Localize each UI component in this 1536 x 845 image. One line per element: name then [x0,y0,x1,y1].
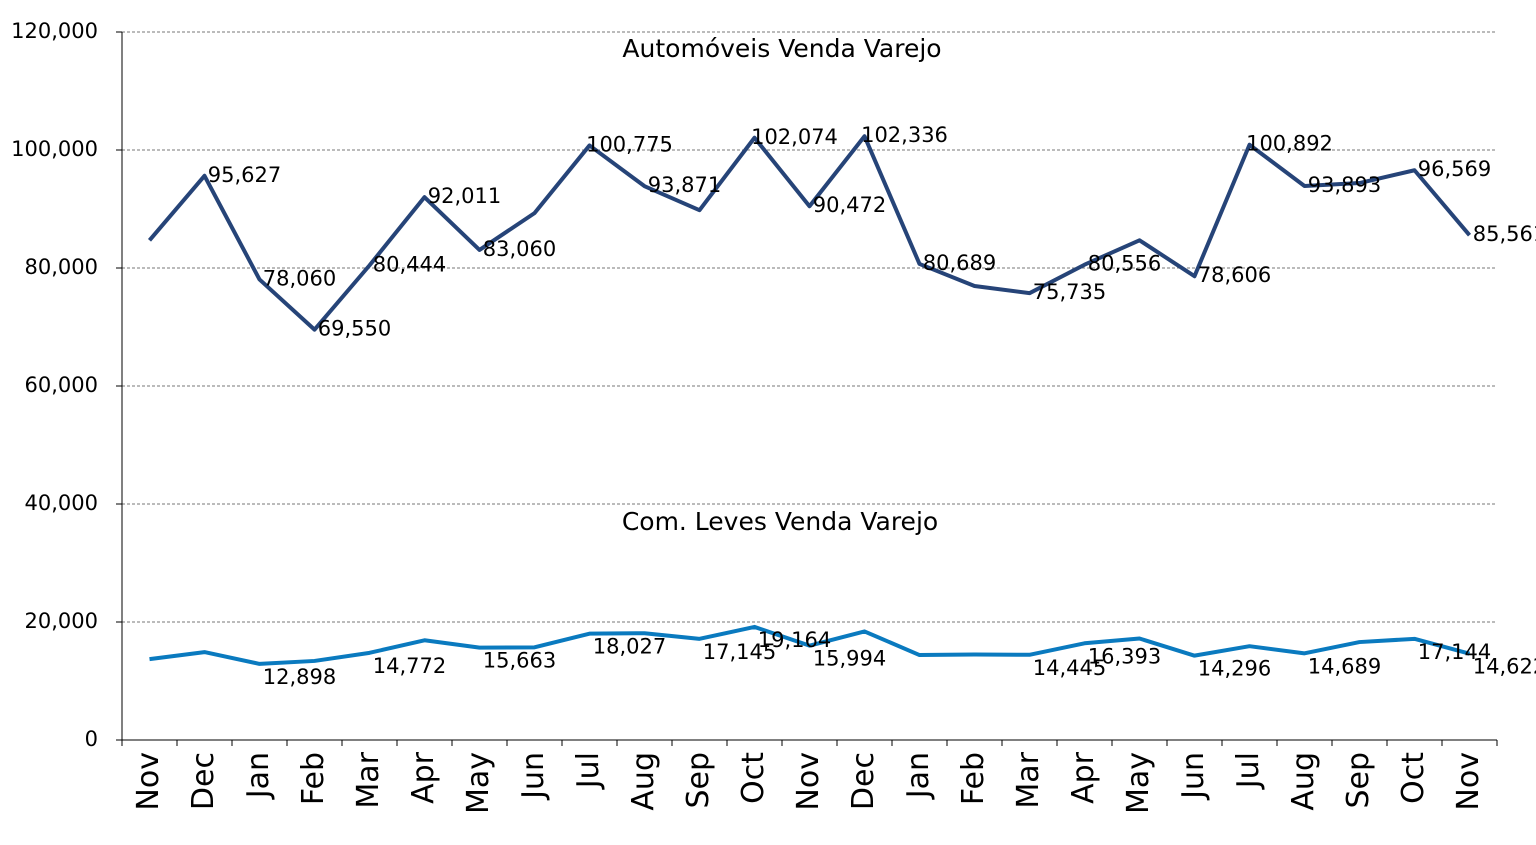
data-label: 14,772 [373,654,446,678]
data-label: 17,144 [1418,640,1491,664]
data-label: 75,735 [1033,280,1106,304]
x-tick-label: Jun [516,752,551,801]
x-tick-label: Apr [406,751,441,804]
x-tick-label: Jun [1176,752,1211,801]
data-label: 80,444 [373,252,446,276]
line-series [147,134,1472,332]
y-tick-label: 0 [85,727,98,751]
data-label: 15,994 [813,647,886,671]
data-label: 80,689 [923,251,996,275]
x-tick-label: Sep [681,752,716,809]
x-tick-label: Feb [956,752,991,805]
data-label: 19,164 [758,628,831,652]
data-label: 78,606 [1198,263,1271,287]
data-label: 14,296 [1198,657,1271,681]
x-tick-label: Jul [1231,752,1266,790]
y-tick-label: 20,000 [25,609,98,633]
y-tick-label: 40,000 [25,491,98,515]
data-label: 15,663 [483,649,556,673]
data-label: 96,569 [1418,157,1491,181]
x-tick-label: Dec [846,752,881,810]
data-label: 92,011 [428,184,501,208]
y-tick-label: 120,000 [11,19,98,43]
data-label: 93,871 [648,173,721,197]
x-tick-label: Oct [736,752,771,804]
x-tick-label: Apr [1066,751,1101,804]
x-tick-label: Dec [186,752,221,810]
y-tick-label: 80,000 [25,255,98,279]
x-tick-label: Jul [571,752,606,790]
x-tick-label: May [461,752,496,814]
data-label: 69,550 [318,317,391,341]
data-label: 14,689 [1308,654,1381,678]
x-tick-label: Sep [1341,752,1376,809]
data-label: 102,336 [861,123,948,147]
data-label: 12,898 [263,665,336,689]
data-label: 83,060 [483,237,556,261]
data-label: 14,622 [1473,655,1536,679]
data-label: 90,472 [813,193,886,217]
data-label: 100,775 [586,132,673,156]
data-label: 16,393 [1088,644,1161,668]
x-tick-label: Jan [241,752,276,800]
y-tick-label: 100,000 [11,137,98,161]
data-label: 100,892 [1246,132,1333,156]
data-label: 95,627 [208,163,281,187]
x-tick-label: Oct [1396,752,1431,804]
x-tick-label: Mar [351,751,386,808]
x-tick-label: Feb [296,752,331,805]
x-tick-label: Aug [626,752,661,811]
x-tick-label: Nov [1451,752,1486,811]
data-label: 80,556 [1088,252,1161,276]
data-label: 17,145 [703,640,776,664]
line-series [149,624,1471,666]
data-label: 14,445 [1033,656,1106,680]
x-tick-label: Nov [131,752,166,811]
x-tick-label: Mar [1011,751,1046,808]
data-label: 85,561 [1473,222,1536,246]
x-tick-label: Jan [901,752,936,800]
series-name: Com. Leves Venda Varejo [622,507,938,536]
data-label: 18,027 [593,635,666,659]
data-label: 93,893 [1308,173,1381,197]
series-name: Automóveis Venda Varejo [622,34,941,63]
x-tick-label: Nov [791,752,826,811]
x-tick-label: Aug [1286,752,1321,811]
y-tick-label: 60,000 [25,373,98,397]
data-label: 102,074 [751,125,838,149]
x-tick-label: May [1121,752,1156,814]
data-label: 78,060 [263,266,336,290]
